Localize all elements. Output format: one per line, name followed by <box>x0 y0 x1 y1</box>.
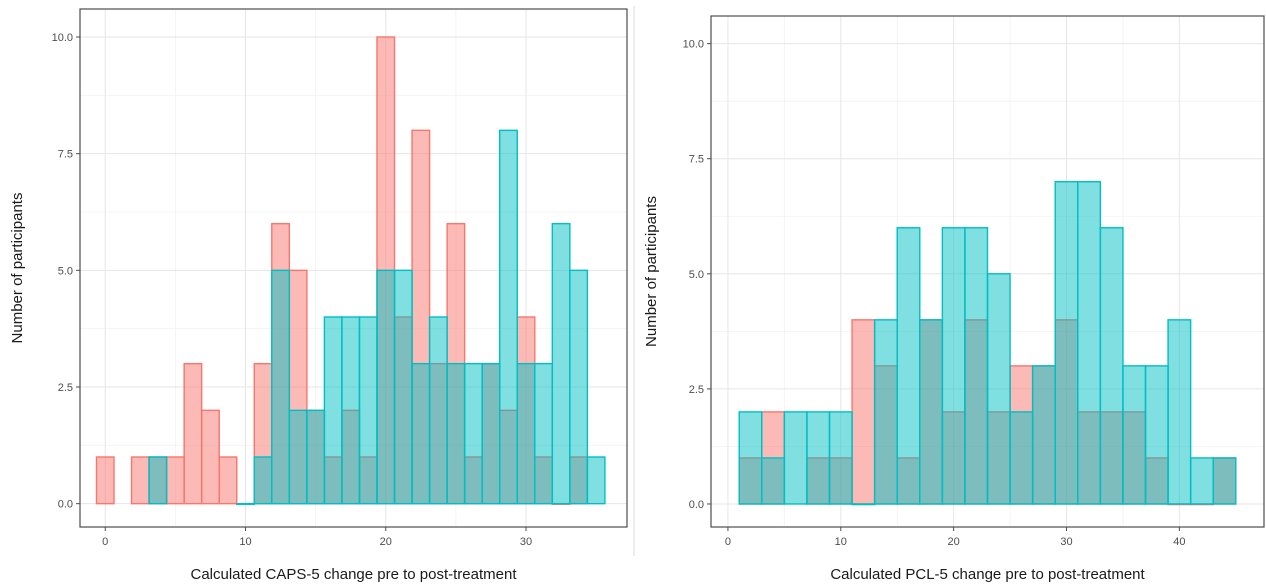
pcl5-histogram-panel: 0.0 2.5 5.0 7.5 10.0 0 10 20 30 40 Calculated PCL-… <box>643 15 1265 583</box>
histogram-bar <box>1144 365 1169 505</box>
histogram-bar <box>236 502 255 505</box>
histogram-bar <box>165 456 185 505</box>
histogram-bar <box>873 319 898 505</box>
histogram-bar <box>288 409 308 505</box>
histogram-bar <box>428 316 448 505</box>
y-tick-label: 7.5 <box>58 149 73 161</box>
x-tick-label: 40 <box>1173 536 1185 548</box>
histogram-bar <box>761 457 786 505</box>
histogram-bar <box>783 411 808 505</box>
histogram-bar <box>1031 365 1056 505</box>
histogram-bar <box>376 269 396 505</box>
histogram-bar <box>828 411 853 505</box>
histogram-bar <box>534 362 554 505</box>
y-tick-label: 0.0 <box>58 499 73 511</box>
histogram-bar <box>183 362 203 505</box>
plot-frame <box>710 15 1265 528</box>
x-tick-label: 10 <box>835 536 847 548</box>
histogram-bar <box>551 222 571 505</box>
histogram-bar <box>218 456 238 505</box>
histogram-bar <box>986 273 1011 505</box>
x-tick-label: 0 <box>725 536 731 548</box>
histogram-bar <box>463 362 483 505</box>
y-tick-label: 2.5 <box>58 382 73 394</box>
y-tick-label: 10.0 <box>683 39 704 51</box>
histogram-bar <box>253 456 273 505</box>
y-tick-label: 0.0 <box>689 499 704 511</box>
x-axis-title: Calculated CAPS-5 change pre to post-tre… <box>190 566 517 583</box>
x-tick-label: 30 <box>520 536 532 548</box>
histogram-bar <box>341 316 361 505</box>
y-tick-label: 10.0 <box>52 32 73 44</box>
histogram-bar <box>586 456 606 505</box>
x-tick-label: 0 <box>102 536 108 548</box>
histogram-bar <box>1167 319 1192 505</box>
histogram-bar <box>200 409 220 505</box>
histogram-bar <box>446 362 466 505</box>
histogram-bar <box>806 411 831 505</box>
x-tick-label: 30 <box>1060 536 1072 548</box>
histogram-bar <box>148 456 168 505</box>
histogram-bar <box>1122 365 1147 505</box>
histogram-bar <box>569 269 589 505</box>
histogram-bar <box>499 129 518 505</box>
y-tick-label: 2.5 <box>689 384 704 396</box>
histogram-bar <box>271 269 291 505</box>
histogram-bar <box>1009 411 1034 505</box>
histogram-bar <box>941 227 966 505</box>
x-tick-label: 20 <box>948 536 960 548</box>
histogram-bar <box>411 362 431 505</box>
histogram-bar <box>95 456 115 505</box>
histogram-bar <box>896 227 921 505</box>
y-axis-title: Number of participants <box>9 193 26 344</box>
y-tick-label: 5.0 <box>58 265 73 277</box>
histogram-bar <box>964 227 989 505</box>
histogram-bar <box>130 456 150 505</box>
plot-frame <box>79 8 628 528</box>
y-tick-label: 7.5 <box>689 154 704 166</box>
histogram-bar <box>1212 457 1237 505</box>
y-tick-label: 5.0 <box>689 269 704 281</box>
histogram-bar <box>393 269 413 505</box>
histogram-bar <box>1099 227 1124 505</box>
histogram-bar <box>738 411 763 505</box>
x-tick-label: 20 <box>380 536 392 548</box>
histogram-bar <box>851 503 876 506</box>
y-axis-title: Number of participants <box>643 196 660 347</box>
histogram-bar <box>481 362 501 505</box>
caps5-histogram-panel: 0.0 2.5 5.0 7.5 10.0 0 10 20 30 Calculated CAPS-5… <box>9 8 628 583</box>
histogram-bar <box>516 362 536 505</box>
histogram-bar <box>323 316 343 505</box>
x-axis-title: Calculated PCL-5 change pre to post-trea… <box>830 566 1145 583</box>
x-tick-label: 10 <box>239 536 251 548</box>
histogram-bar <box>919 319 944 505</box>
histogram-bar <box>1189 457 1214 505</box>
histogram-bar <box>851 319 876 505</box>
histogram-bar <box>1077 181 1102 505</box>
histogram-bar <box>358 316 378 505</box>
histogram-bar <box>306 409 326 505</box>
histogram-bar <box>1054 181 1079 505</box>
